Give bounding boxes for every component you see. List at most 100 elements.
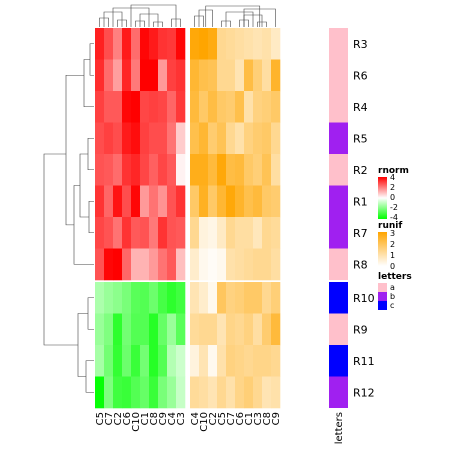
heatmap-cell-rnorm-R10-C4 <box>167 282 177 314</box>
heatmap-cell-rnorm-R4-C9 <box>158 91 168 123</box>
row-label-R10: R10 <box>353 292 375 305</box>
annotation-cell-R6 <box>329 59 348 91</box>
heatmap-cell-rnorm-R7-C2 <box>113 217 123 249</box>
heatmap-cell-runif-R11-C6 <box>235 345 245 377</box>
heatmap-cell-runif-R9-C1 <box>244 313 254 346</box>
heatmap-cell-runif-R11-C7 <box>226 345 236 377</box>
heatmap-cell-rnorm-R8-C2 <box>113 248 123 281</box>
heatmap-cell-runif-R4-C5 <box>217 91 227 123</box>
column-label-runif-C2: C2 <box>208 412 219 425</box>
heatmap-cell-runif-R3-C4 <box>190 28 200 60</box>
legend-colorbar-runif <box>378 232 387 266</box>
row-dendrogram-link-2 <box>87 137 94 171</box>
heatmap-cell-runif-R2-C9 <box>271 154 281 186</box>
heatmap-cell-runif-R12-C2 <box>208 376 218 409</box>
heatmap-cell-runif-R2-C5 <box>217 154 227 186</box>
heatmap-cell-rnorm-R1-C6 <box>122 185 132 218</box>
heatmap-cell-runif-R7-C9 <box>271 217 281 249</box>
heatmap-cell-rnorm-R4-C7 <box>104 91 114 123</box>
heatmap-cell-rnorm-R12-C6 <box>122 376 132 409</box>
heatmap-cell-runif-R7-C2 <box>208 217 218 249</box>
heatmap-cell-rnorm-R1-C9 <box>158 185 168 218</box>
heatmap-cell-runif-R9-C3 <box>253 313 263 346</box>
column-label-rnorm-C6: C6 <box>122 412 133 425</box>
heatmap-cell-rnorm-R8-C4 <box>167 248 177 281</box>
row-label-R7: R7 <box>353 227 368 240</box>
heatmap-cell-rnorm-R8-C5 <box>95 248 105 281</box>
heatmap-cell-runif-R8-C1 <box>244 248 254 281</box>
heatmap-cell-rnorm-R11-C5 <box>95 345 105 377</box>
heatmap-cell-runif-R7-C3 <box>253 217 263 249</box>
heatmap-cell-runif-R4-C4 <box>190 91 200 123</box>
heatmap-cell-runif-R5-C10 <box>199 122 209 155</box>
legend-title-rnorm: rnorm <box>378 166 409 176</box>
heatmap-cell-runif-R5-C2 <box>208 122 218 155</box>
heatmap-cell-rnorm-R12-C4 <box>167 376 177 409</box>
column-dendrogram-link-0-8 <box>130 4 177 27</box>
heatmap-cell-runif-R6-C1 <box>244 59 254 92</box>
legend-label-c: c <box>390 301 394 310</box>
column-label-runif-C3: C3 <box>253 412 264 425</box>
heatmap-cell-rnorm-R12-C5 <box>95 376 105 409</box>
heatmap-cell-runif-R1-C4 <box>190 185 200 218</box>
heatmap-cell-runif-R7-C7 <box>226 217 236 249</box>
heatmap-cell-rnorm-R12-C10 <box>131 376 141 409</box>
heatmap-cell-runif-R9-C2 <box>208 313 218 346</box>
heatmap-cell-rnorm-R7-C6 <box>122 217 132 249</box>
heatmap-cell-rnorm-R7-C3 <box>176 217 186 249</box>
heatmap-cell-runif-R2-C10 <box>199 154 209 186</box>
heatmap-cell-rnorm-R10-C9 <box>158 282 168 314</box>
heatmap-cell-runif-R3-C3 <box>253 28 263 60</box>
heatmap-cell-runif-R11-C3 <box>253 345 263 377</box>
legend-title-runif: runif <box>378 221 402 231</box>
heatmap-cell-rnorm-R3-C6 <box>122 28 132 60</box>
annotation-cell-R10 <box>329 282 348 314</box>
heatmap-cell-runif-R5-C7 <box>226 122 236 155</box>
legend-tick-runif-2: 1 <box>390 251 395 260</box>
heatmap-cell-rnorm-R4-C5 <box>95 91 105 123</box>
heatmap-cell-runif-R10-C4 <box>190 282 200 314</box>
row-label-R12: R12 <box>353 386 375 399</box>
heatmap-cell-rnorm-R3-C9 <box>158 28 168 60</box>
legend-tick-runif-1: 2 <box>390 240 395 249</box>
column-label-rnorm-C5: C5 <box>95 412 106 425</box>
heatmap-cell-rnorm-R3-C7 <box>104 28 114 60</box>
heatmap-cell-runif-R9-C5 <box>217 313 227 346</box>
legend-swatch-a <box>378 283 387 292</box>
legend-tick-rnorm-1: 2 <box>390 183 395 192</box>
heatmap-cell-runif-R4-C2 <box>208 91 218 123</box>
heatmap-cell-runif-R3-C1 <box>244 28 254 60</box>
heatmap-cell-rnorm-R8-C9 <box>158 248 168 281</box>
heatmap-cell-runif-R10-C8 <box>262 282 272 314</box>
heatmap-cell-runif-R8-C4 <box>190 248 200 281</box>
row-label-R9: R9 <box>353 323 368 336</box>
heatmap-cell-runif-R9-C4 <box>190 313 200 346</box>
heatmap-cell-rnorm-R4-C4 <box>167 91 177 123</box>
heatmap-cell-rnorm-R9-C2 <box>113 313 123 346</box>
annotation-cell-R11 <box>329 345 348 377</box>
heatmap-cell-rnorm-R11-C6 <box>122 345 132 377</box>
heatmap-cell-runif-R9-C7 <box>226 313 236 346</box>
heatmap-cell-rnorm-R2-C7 <box>104 154 114 186</box>
column-label-rnorm-C2: C2 <box>113 412 124 425</box>
heatmap-cell-rnorm-R11-C8 <box>149 345 159 377</box>
row-label-R5: R5 <box>353 132 368 145</box>
heatmap-cell-rnorm-R3-C3 <box>176 28 186 60</box>
heatmap-cell-runif-R6-C9 <box>271 59 281 92</box>
row-label-R3: R3 <box>353 38 368 51</box>
heatmap-cell-rnorm-R1-C5 <box>95 185 105 218</box>
heatmap-cell-runif-R4-C7 <box>226 91 236 123</box>
heatmap-cell-rnorm-R1-C4 <box>167 185 177 218</box>
column-dendrogram-link-1-8 <box>205 5 261 27</box>
heatmap-cell-rnorm-R6-C9 <box>158 59 168 92</box>
heatmap-cell-rnorm-R2-C10 <box>131 154 141 186</box>
heatmap-cell-rnorm-R5-C2 <box>113 122 123 155</box>
heatmap-cell-runif-R8-C10 <box>199 248 209 281</box>
heatmap-cell-rnorm-R9-C5 <box>95 313 105 346</box>
heatmap-cell-rnorm-R2-C8 <box>149 154 159 186</box>
heatmap-cell-runif-R7-C4 <box>190 217 200 249</box>
heatmap-cell-runif-R10-C7 <box>226 282 236 314</box>
column-label-runif-C8: C8 <box>262 412 273 425</box>
heatmap-cell-rnorm-R7-C9 <box>158 217 168 249</box>
heatmap-cell-runif-R12-C10 <box>199 376 209 409</box>
